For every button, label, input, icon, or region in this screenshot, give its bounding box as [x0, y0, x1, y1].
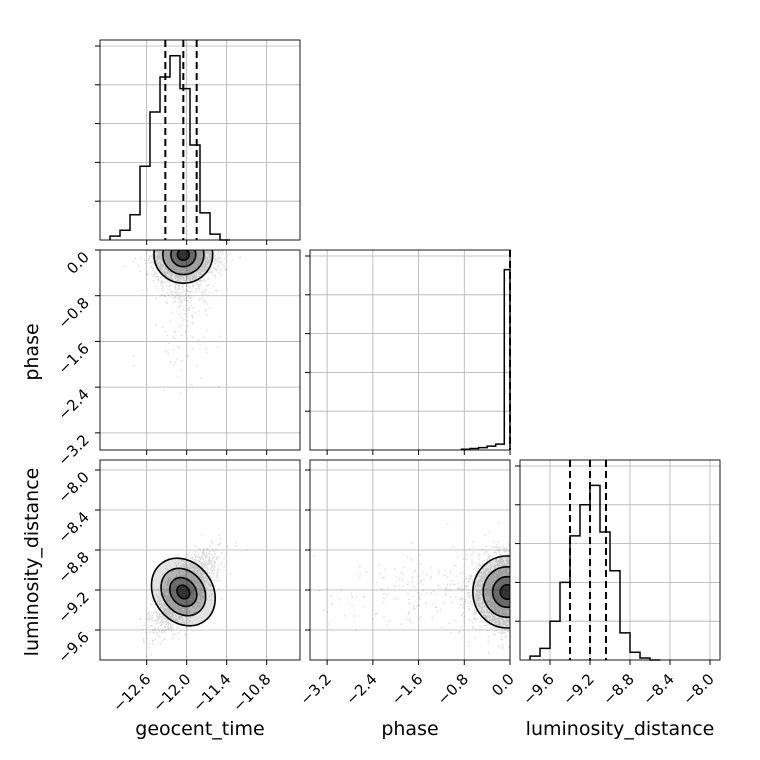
- y-tick-label-phase: −0.8: [54, 294, 92, 332]
- density-level: [177, 586, 189, 598]
- x-tick-label-luminosity_distance: −8.8: [599, 670, 637, 708]
- x-tick-label-phase: −3.2: [296, 670, 334, 708]
- density-level: [483, 566, 510, 618]
- y-axis-label-phase: phase: [21, 323, 43, 380]
- histogram-luminosity_distance: [529, 484, 660, 661]
- x-tick-label-phase: −1.6: [388, 670, 426, 708]
- histogram-geocent_time: [109, 54, 230, 241]
- histogram-phase: [460, 268, 511, 450]
- panel-frame: [309, 249, 511, 451]
- contour-line: [482, 566, 510, 618]
- joint-density: [139, 533, 248, 656]
- panel-joint-geocent-time-luminosity-distance: [95, 459, 301, 665]
- y-tick-label-phase: −1.6: [54, 340, 92, 378]
- density-level: [472, 556, 510, 628]
- y-tick-label-phase: −2.4: [54, 385, 92, 423]
- panel-frame: [99, 459, 301, 661]
- x-tick-label-luminosity_distance: −9.6: [519, 670, 557, 708]
- panel-joint-phase-luminosity-distance: [305, 459, 511, 665]
- x-tick-label-phase: −2.4: [342, 670, 380, 708]
- panel-frame: [99, 39, 301, 241]
- x-tick-label-luminosity_distance: −8.0: [679, 670, 717, 708]
- panel-frame: [519, 459, 721, 661]
- y-tick-label-luminosity_distance: −9.2: [54, 588, 92, 626]
- x-axis-label-geocent-time: geocent_time: [135, 718, 264, 740]
- x-tick-label-geocent_time: −12.6: [109, 670, 154, 715]
- panel-frame: [99, 249, 301, 451]
- panel-hist-geocent-time: [95, 39, 301, 245]
- contour-line: [162, 250, 205, 276]
- contour-line: [472, 555, 510, 629]
- contour-line: [176, 250, 190, 262]
- panel-frame: [309, 459, 511, 661]
- contour-line: [168, 576, 198, 608]
- y-tick-label-luminosity_distance: −9.6: [54, 628, 92, 666]
- y-tick-label-phase: −3.2: [54, 431, 92, 469]
- contour-line: [499, 584, 510, 600]
- joint-density: [124, 250, 241, 395]
- scatter-points: [313, 522, 510, 654]
- x-tick-label-luminosity_distance: −8.4: [639, 670, 677, 708]
- density-level: [162, 250, 204, 275]
- contour-line: [170, 250, 197, 268]
- x-tick-label-phase: −0.8: [434, 670, 472, 708]
- panel-joint-geocent-time-phase: [95, 249, 301, 455]
- tick-labels: −12.6−12.0−11.4−10.8 −3.2 −2.4 −1.6 −0.8 0.0−…: [54, 248, 717, 715]
- density-level: [178, 250, 189, 260]
- contour-line: [176, 584, 191, 600]
- contour-line: [150, 557, 216, 627]
- contour-line: [491, 575, 510, 609]
- x-tick-label-luminosity_distance: −9.2: [559, 670, 597, 708]
- y-tick-label-luminosity_distance: −8.4: [54, 508, 92, 546]
- panel-hist-luminosity-distance: [515, 459, 721, 665]
- y-axis-label-luminosity-distance: luminosity_distance: [21, 468, 43, 657]
- y-tick-label-phase: 0.0: [63, 248, 93, 278]
- x-tick-label-geocent_time: −11.4: [189, 670, 234, 715]
- x-tick-label-phase: 0.0: [488, 670, 518, 700]
- joint-density: [313, 522, 510, 654]
- x-tick-label-geocent_time: −10.8: [229, 670, 274, 715]
- x-axis-label-phase: phase: [381, 718, 438, 740]
- y-tick-label-luminosity_distance: −8.0: [54, 468, 92, 506]
- x-tick-label-geocent_time: −12.0: [149, 670, 194, 715]
- contour-line: [160, 567, 207, 617]
- density-level: [501, 585, 510, 599]
- contour-line: [153, 250, 214, 284]
- panel-hist-phase: [305, 249, 511, 455]
- y-tick-label-luminosity_distance: −8.8: [54, 548, 92, 586]
- x-axis-label-luminosity-distance: luminosity_distance: [526, 718, 715, 740]
